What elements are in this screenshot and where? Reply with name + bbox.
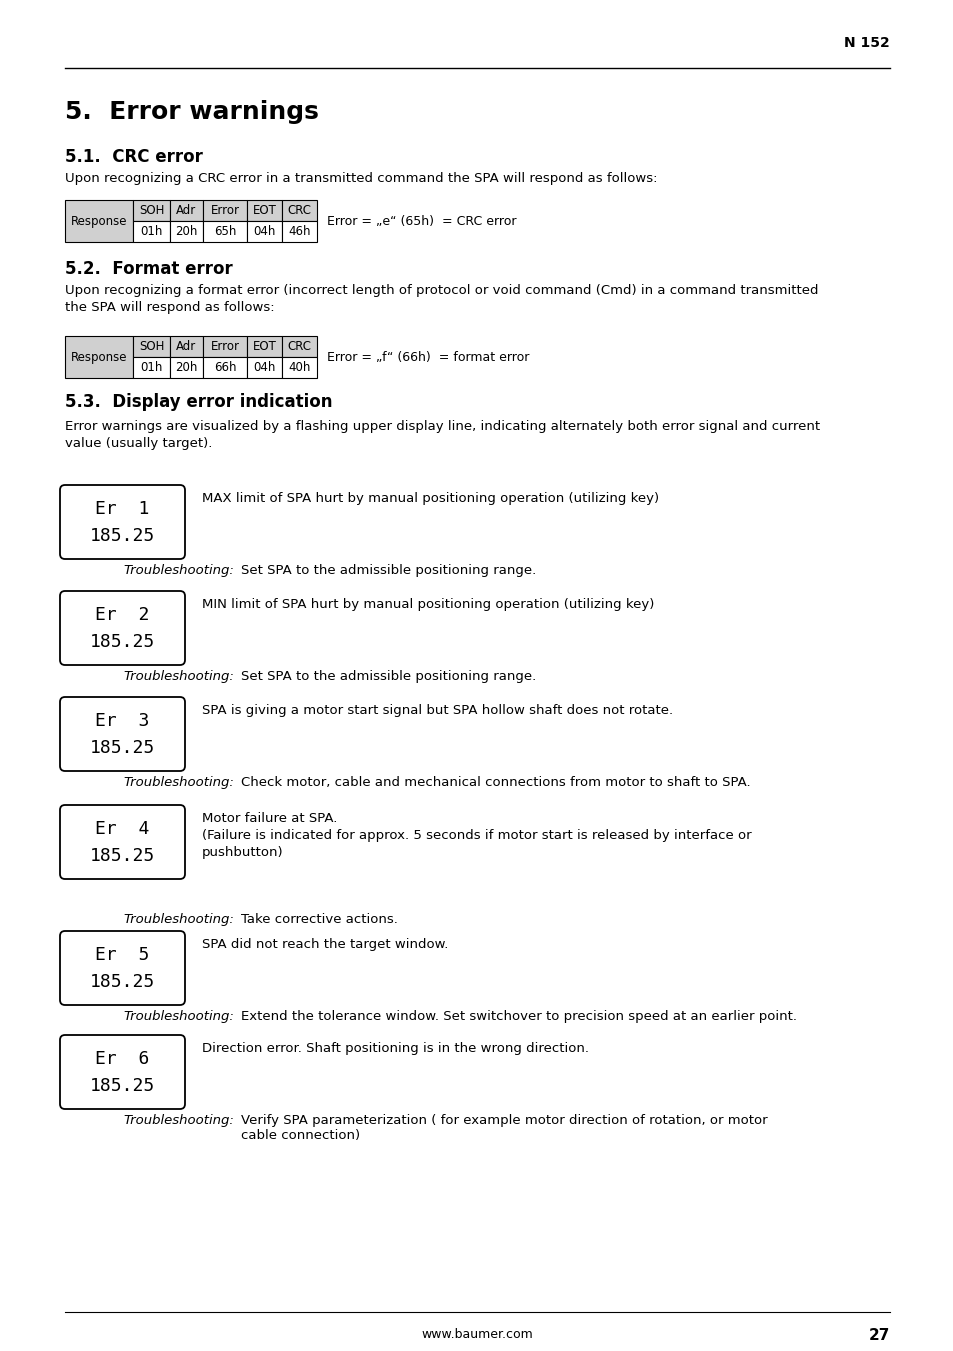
- Text: 20h: 20h: [175, 226, 197, 238]
- Text: 185.25: 185.25: [90, 847, 155, 865]
- Text: Er  6: Er 6: [95, 1050, 150, 1069]
- Bar: [170, 357, 203, 378]
- Text: 5.2.  Format error: 5.2. Format error: [65, 259, 233, 278]
- FancyBboxPatch shape: [60, 931, 185, 1005]
- Text: Er  1: Er 1: [95, 500, 150, 519]
- Text: Extend the tolerance window. Set switchover to precision speed at an earlier poi: Extend the tolerance window. Set switcho…: [241, 1011, 796, 1023]
- Text: 01h: 01h: [140, 361, 163, 374]
- Text: EOT: EOT: [253, 340, 276, 353]
- Text: Error = „e“ (65h)  = CRC error: Error = „e“ (65h) = CRC error: [327, 215, 516, 227]
- Text: Troubleshooting:: Troubleshooting:: [123, 775, 233, 789]
- Text: 185.25: 185.25: [90, 1077, 155, 1096]
- Text: Set SPA to the admissible positioning range.: Set SPA to the admissible positioning ra…: [241, 563, 536, 577]
- Text: Take corrective actions.: Take corrective actions.: [241, 913, 397, 925]
- Text: CRC: CRC: [287, 204, 312, 218]
- Text: N 152: N 152: [843, 36, 889, 50]
- Text: Error: Error: [211, 340, 239, 353]
- Text: MIN limit of SPA hurt by manual positioning operation (utilizing key): MIN limit of SPA hurt by manual position…: [202, 598, 654, 611]
- Bar: [132, 336, 170, 357]
- Bar: [132, 357, 170, 378]
- Bar: [170, 200, 203, 222]
- Text: 65h: 65h: [213, 226, 236, 238]
- Text: Troubleshooting:: Troubleshooting:: [123, 1115, 233, 1127]
- Text: Direction error. Shaft positioning is in the wrong direction.: Direction error. Shaft positioning is in…: [202, 1042, 588, 1055]
- Text: Verify SPA parameterization ( for example motor direction of rotation, or motor
: Verify SPA parameterization ( for exampl…: [241, 1115, 767, 1142]
- FancyBboxPatch shape: [60, 697, 185, 771]
- Text: Error warnings are visualized by a flashing upper display line, indicating alter: Error warnings are visualized by a flash…: [65, 420, 820, 450]
- Text: 46h: 46h: [288, 226, 311, 238]
- Text: 185.25: 185.25: [90, 739, 155, 757]
- Text: Er  5: Er 5: [95, 946, 150, 965]
- Text: CRC: CRC: [287, 340, 312, 353]
- Bar: [203, 357, 247, 378]
- Text: 185.25: 185.25: [90, 527, 155, 544]
- Text: 5.3.  Display error indication: 5.3. Display error indication: [65, 393, 333, 411]
- Text: Er  2: Er 2: [95, 607, 150, 624]
- Text: 185.25: 185.25: [90, 634, 155, 651]
- Text: 04h: 04h: [253, 226, 275, 238]
- Bar: [170, 336, 203, 357]
- Text: Er  4: Er 4: [95, 820, 150, 838]
- Text: SOH: SOH: [139, 340, 164, 353]
- Text: Motor failure at SPA.
(Failure is indicated for approx. 5 seconds if motor start: Motor failure at SPA. (Failure is indica…: [202, 812, 751, 859]
- Bar: [203, 222, 247, 242]
- Text: Upon recognizing a format error (incorrect length of protocol or void command (C: Upon recognizing a format error (incorre…: [65, 284, 818, 313]
- Text: EOT: EOT: [253, 204, 276, 218]
- Text: SOH: SOH: [139, 204, 164, 218]
- Text: 20h: 20h: [175, 361, 197, 374]
- FancyBboxPatch shape: [60, 1035, 185, 1109]
- Text: SPA is giving a motor start signal but SPA hollow shaft does not rotate.: SPA is giving a motor start signal but S…: [202, 704, 673, 717]
- Text: Er  3: Er 3: [95, 712, 150, 730]
- Text: Troubleshooting:: Troubleshooting:: [123, 913, 233, 925]
- Text: 66h: 66h: [213, 361, 236, 374]
- Text: Troubleshooting:: Troubleshooting:: [123, 1011, 233, 1023]
- Bar: [203, 200, 247, 222]
- Bar: [282, 336, 316, 357]
- FancyBboxPatch shape: [60, 485, 185, 559]
- Bar: [282, 357, 316, 378]
- Bar: [247, 336, 282, 357]
- Text: MAX limit of SPA hurt by manual positioning operation (utilizing key): MAX limit of SPA hurt by manual position…: [202, 492, 659, 505]
- Text: SPA did not reach the target window.: SPA did not reach the target window.: [202, 938, 448, 951]
- Text: Response: Response: [71, 350, 127, 363]
- Bar: [247, 222, 282, 242]
- FancyBboxPatch shape: [60, 590, 185, 665]
- Bar: [65, 200, 132, 242]
- Bar: [203, 336, 247, 357]
- Bar: [247, 357, 282, 378]
- Bar: [132, 200, 170, 222]
- Text: 185.25: 185.25: [90, 973, 155, 992]
- Bar: [282, 222, 316, 242]
- Text: 27: 27: [868, 1328, 889, 1343]
- Text: 5.  Error warnings: 5. Error warnings: [65, 100, 318, 124]
- Bar: [65, 336, 132, 378]
- Text: Error = „f“ (66h)  = format error: Error = „f“ (66h) = format error: [327, 350, 529, 363]
- FancyBboxPatch shape: [60, 805, 185, 880]
- Bar: [282, 200, 316, 222]
- Text: Adr: Adr: [176, 340, 196, 353]
- Text: Check motor, cable and mechanical connections from motor to shaft to SPA.: Check motor, cable and mechanical connec…: [241, 775, 750, 789]
- Bar: [132, 222, 170, 242]
- Text: Error: Error: [211, 204, 239, 218]
- Bar: [170, 222, 203, 242]
- Text: 04h: 04h: [253, 361, 275, 374]
- Bar: [247, 200, 282, 222]
- Text: Troubleshooting:: Troubleshooting:: [123, 670, 233, 684]
- Text: www.baumer.com: www.baumer.com: [420, 1328, 533, 1342]
- Text: 5.1.  CRC error: 5.1. CRC error: [65, 149, 203, 166]
- Text: Adr: Adr: [176, 204, 196, 218]
- Text: Response: Response: [71, 215, 127, 227]
- Text: Troubleshooting:: Troubleshooting:: [123, 563, 233, 577]
- Text: Set SPA to the admissible positioning range.: Set SPA to the admissible positioning ra…: [241, 670, 536, 684]
- Text: 01h: 01h: [140, 226, 163, 238]
- Text: Upon recognizing a CRC error in a transmitted command the SPA will respond as fo: Upon recognizing a CRC error in a transm…: [65, 172, 657, 185]
- Text: 40h: 40h: [288, 361, 311, 374]
